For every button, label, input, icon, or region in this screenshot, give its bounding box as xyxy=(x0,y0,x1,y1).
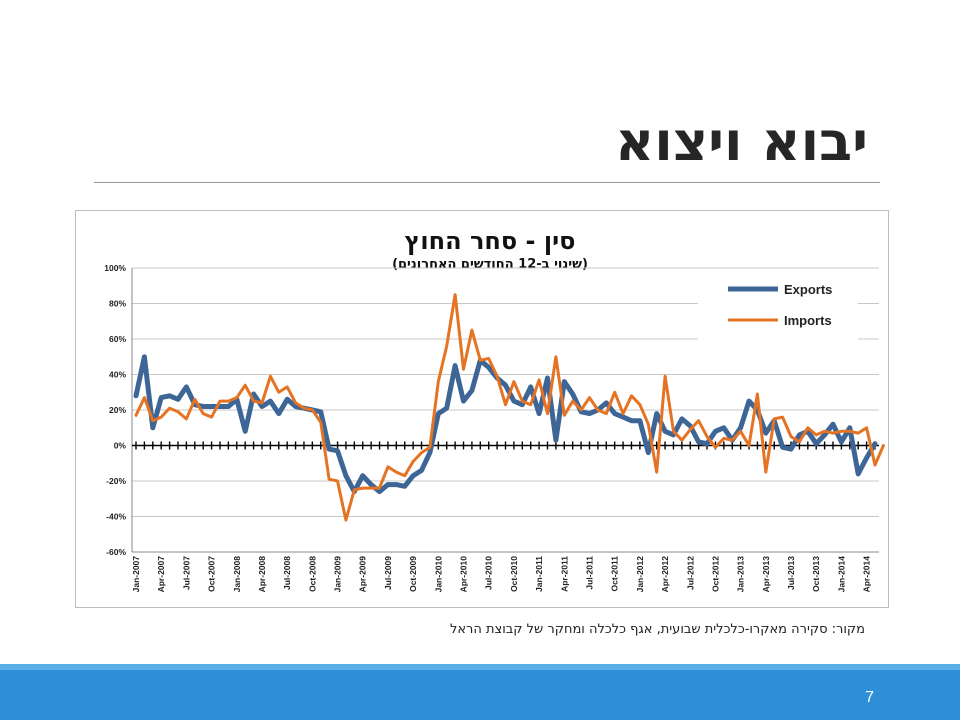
footer-accent-strip xyxy=(0,664,960,670)
x-tick-label: Jan-2008 xyxy=(232,556,242,593)
x-tick-label: Jan-2009 xyxy=(333,556,343,593)
x-tick-label: Apr-2009 xyxy=(358,556,368,593)
x-tick-label: Jan-2010 xyxy=(433,556,443,593)
y-tick-label: 100% xyxy=(104,263,126,273)
x-tick-label: Jul-2011 xyxy=(584,556,594,590)
source-note: מקור: סקירה מאקרו-כלכלית שבועית, אגף כלכ… xyxy=(449,622,865,637)
x-tick-label: Jul-2008 xyxy=(282,556,292,590)
x-tick-label: Oct-2009 xyxy=(408,556,418,592)
x-tick-label: Jul-2009 xyxy=(383,556,393,590)
y-tick-label: 20% xyxy=(109,405,126,415)
y-tick-label: 60% xyxy=(109,334,126,344)
legend: Exports Imports xyxy=(698,277,858,347)
y-tick-label: -20% xyxy=(106,476,126,486)
x-tick-label: Oct-2008 xyxy=(307,556,317,592)
title-divider xyxy=(94,182,880,183)
x-tick-label: Apr-2011 xyxy=(559,556,569,592)
x-tick-label: Apr-2014 xyxy=(862,556,872,593)
y-tick-label: -60% xyxy=(106,547,126,557)
legend-label: Exports xyxy=(784,282,832,297)
zero-line xyxy=(132,441,879,450)
y-tick-label: 40% xyxy=(109,370,126,380)
x-tick-label: Jan-2012 xyxy=(635,556,645,593)
exports-line xyxy=(133,354,878,495)
imports-line xyxy=(134,293,885,522)
chart-subtitle: (שינוי ב-12 החודשים האחרונים) xyxy=(392,257,588,272)
series-lines xyxy=(133,293,885,522)
y-tick-label: 0% xyxy=(114,441,127,451)
x-tick-label: Jul-2010 xyxy=(484,556,494,590)
legend-label: Imports xyxy=(784,313,832,328)
x-tick-label: Jul-2013 xyxy=(786,556,796,590)
x-tick-label: Jan-2011 xyxy=(534,556,544,592)
page-number: 7 xyxy=(865,689,874,706)
x-tick-label: Oct-2012 xyxy=(710,556,720,592)
footer-bar xyxy=(0,664,960,720)
x-tick-label: Apr-2013 xyxy=(761,556,771,593)
chart-title: סין - סחר החוץ xyxy=(405,227,576,255)
y-tick-label: 80% xyxy=(109,299,126,309)
x-tick-label: Jan-2007 xyxy=(131,556,141,593)
x-axis: Jan-2007 Apr-2007 Jul-2007 Oct-2007 Jan-2008… xyxy=(131,556,872,593)
x-tick-label: Jul-2007 xyxy=(181,556,191,590)
x-tick-label: Oct-2007 xyxy=(207,556,217,592)
x-tick-label: Apr-2007 xyxy=(156,556,166,593)
trade-chart: סין - סחר החוץ (שינוי ב-12 החודשים האחרו… xyxy=(104,227,885,593)
x-tick-label: Apr-2012 xyxy=(660,556,670,593)
x-tick-label: Jan-2014 xyxy=(836,556,846,593)
x-tick-label: Jan-2013 xyxy=(736,556,746,593)
chart-frame: סין - סחר החוץ (שינוי ב-12 החודשים האחרו… xyxy=(75,210,889,608)
y-axis: 100% 80% 60% 40% 20% 0% -20% -40% -60% xyxy=(104,263,126,557)
x-tick-label: Oct-2013 xyxy=(811,556,821,592)
x-tick-label: Apr-2008 xyxy=(257,556,267,593)
x-tick-label: Apr-2010 xyxy=(459,556,469,593)
x-tick-label: Jul-2012 xyxy=(685,556,695,590)
x-tick-label: Oct-2010 xyxy=(509,556,519,592)
slide-title: יבוא ויצוא xyxy=(614,110,868,173)
x-tick-label: Oct-2011 xyxy=(610,556,620,592)
y-tick-label: -40% xyxy=(106,512,126,522)
